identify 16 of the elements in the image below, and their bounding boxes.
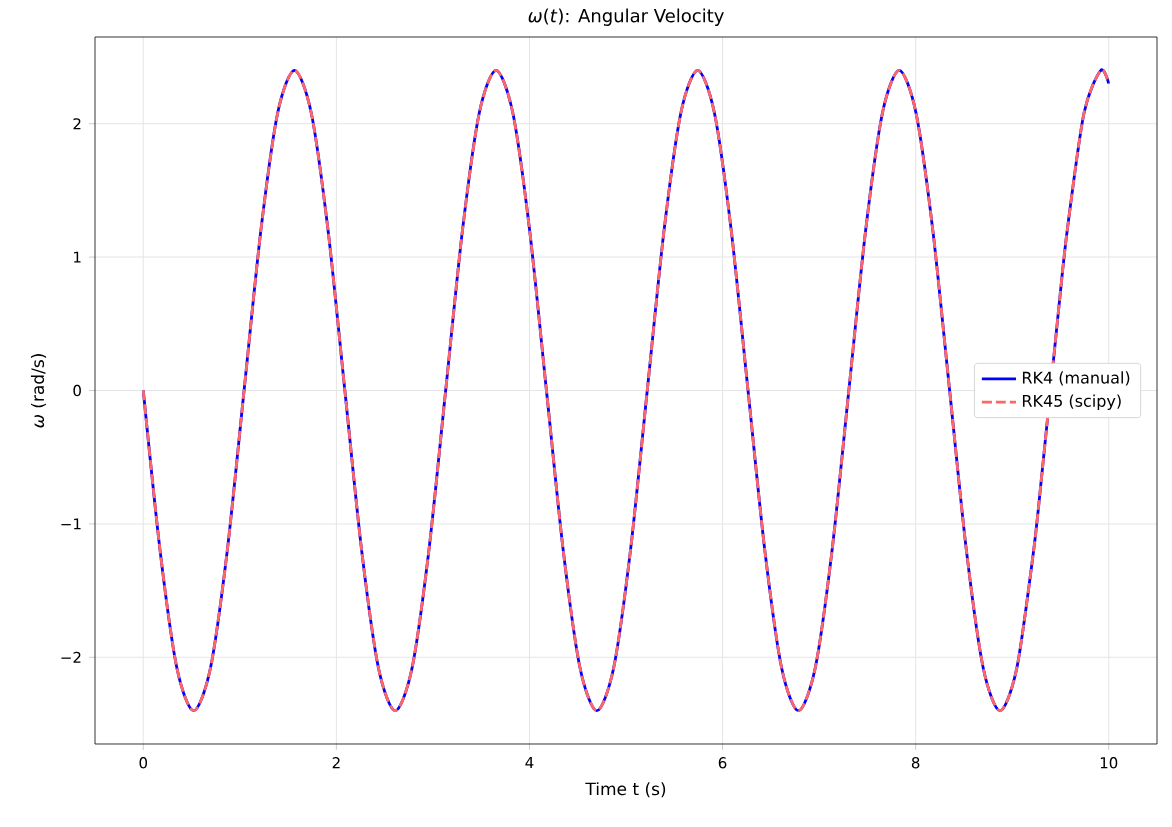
chart-title: ω(t): Angular Velocity <box>528 8 724 26</box>
y-tick-label: 1 <box>74 251 81 263</box>
x-tick-label: 2 <box>332 757 340 769</box>
y-tick-label: 0 <box>73 384 81 397</box>
x-tick-label: 8 <box>911 757 920 769</box>
x-tick-label: 6 <box>718 757 727 769</box>
legend-label: RK4 (manual) <box>1022 371 1130 386</box>
y-tick-label: −1 <box>61 518 81 530</box>
y-tick-label: −2 <box>61 651 81 663</box>
y-tick-label: 2 <box>73 118 81 130</box>
x-tick-label: 10 <box>1100 757 1118 769</box>
y-axis-title: ω (rad/s) <box>30 354 47 428</box>
legend-label: RK45 (scipy) <box>1022 394 1121 410</box>
x-tick-label: 4 <box>525 757 534 768</box>
x-tick-label: 0 <box>139 757 148 769</box>
x-axis-title: Time t (s) <box>585 782 666 798</box>
